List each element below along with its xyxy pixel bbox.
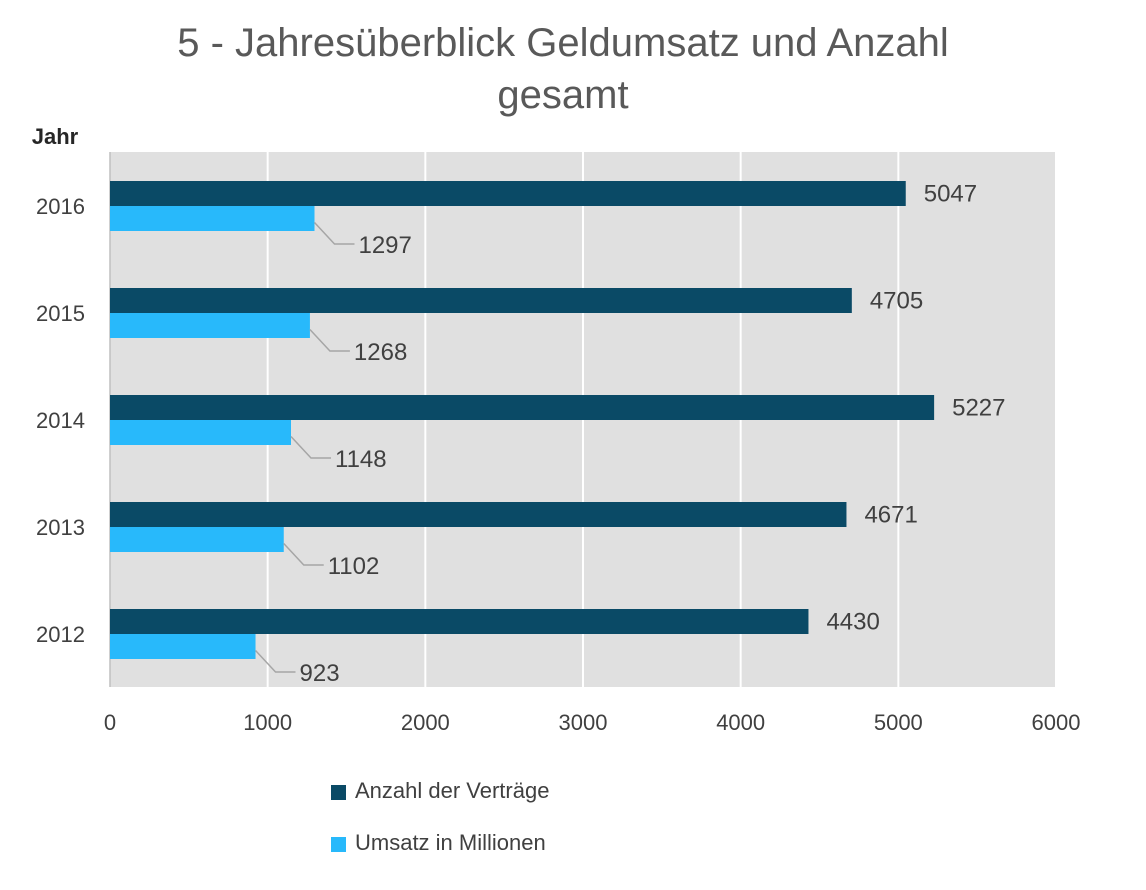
bar-umsatz-2014 xyxy=(110,420,292,445)
x-tick-label: 0 xyxy=(104,710,116,735)
leader-line xyxy=(290,435,332,459)
leader-line xyxy=(309,328,350,352)
x-tick-label: 2000 xyxy=(401,710,450,735)
bar-anzahl-2015 xyxy=(110,288,852,313)
bar-anzahl-2012 xyxy=(110,609,809,634)
y-category-label: 2014 xyxy=(36,408,85,433)
data-label: 923 xyxy=(300,660,340,687)
bar-umsatz-2016 xyxy=(110,206,315,231)
x-tick-label: 6000 xyxy=(1032,710,1081,735)
chart-title-line-1: 5 - Jahresüberblick Geldumsatz und Anzah… xyxy=(177,21,949,65)
y-category-label: 2016 xyxy=(36,194,85,219)
y-axis-label: Jahr xyxy=(32,124,79,149)
y-category-label: 2013 xyxy=(36,515,85,540)
leader-line xyxy=(254,649,296,673)
legend-label: Anzahl der Verträge xyxy=(355,778,549,803)
bar-umsatz-2013 xyxy=(110,527,284,552)
legend: Anzahl der Verträge Umsatz in Millionen xyxy=(331,778,549,855)
bar-anzahl-2013 xyxy=(110,502,847,527)
data-label: 1148 xyxy=(335,446,387,473)
data-label: 4671 xyxy=(864,502,917,529)
legend-swatch xyxy=(331,837,346,852)
chart-title-line-2: gesamt xyxy=(497,73,628,117)
x-axis-ticks: 0 1000 2000 3000 4000 5000 6000 xyxy=(104,710,1081,735)
x-tick-label: 5000 xyxy=(874,710,923,735)
data-labels: 5047 1297 4705 1268 5227 1148 4671 1102 4430 923 xyxy=(254,181,1006,687)
x-tick-label: 4000 xyxy=(716,710,765,735)
data-label: 1297 xyxy=(358,232,411,259)
data-label: 5047 xyxy=(924,181,977,208)
legend-label: Umsatz in Millionen xyxy=(355,830,546,855)
legend-swatch xyxy=(331,785,346,800)
y-axis-categories: 2016 2015 2014 2013 2012 xyxy=(36,194,85,647)
x-tick-label: 1000 xyxy=(243,710,292,735)
y-category-label: 2015 xyxy=(36,301,85,326)
y-category-label: 2012 xyxy=(36,622,85,647)
leader-line xyxy=(313,221,355,245)
x-tick-label: 3000 xyxy=(559,710,608,735)
data-label: 5227 xyxy=(952,395,1005,422)
data-label: 4705 xyxy=(870,288,923,315)
bar-umsatz-2015 xyxy=(110,313,310,338)
bars xyxy=(110,181,935,659)
bar-anzahl-2014 xyxy=(110,395,935,420)
leader-line xyxy=(283,542,324,566)
data-label: 1268 xyxy=(354,339,407,366)
bar-umsatz-2012 xyxy=(110,634,256,659)
data-label: 1102 xyxy=(328,553,380,580)
bar-anzahl-2016 xyxy=(110,181,906,206)
data-label: 4430 xyxy=(826,609,879,636)
